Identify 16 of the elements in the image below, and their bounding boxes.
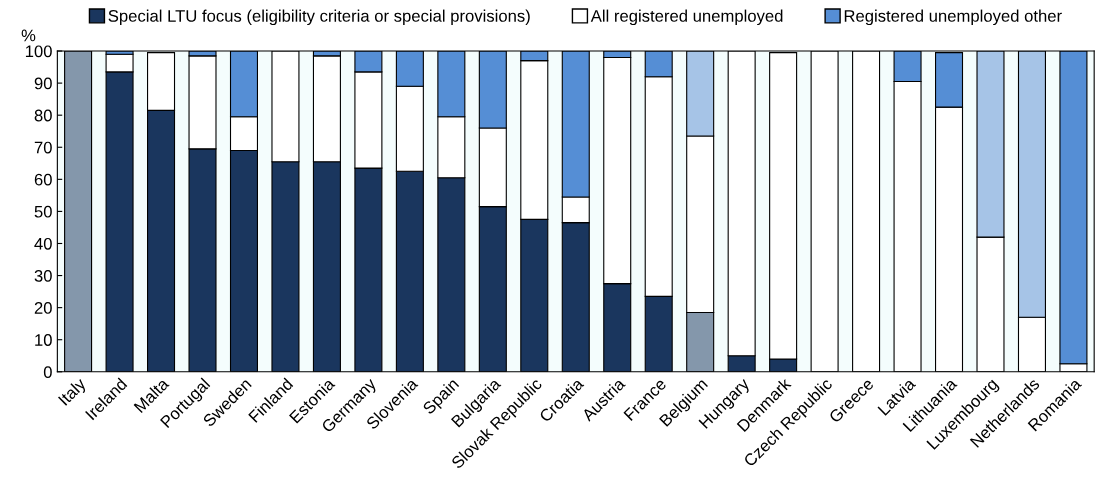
y-tick-label: 30 xyxy=(34,269,52,282)
y-tick-label: 40 xyxy=(34,237,52,250)
y-tick-label: 10 xyxy=(35,334,52,346)
x-tick-label: Italy xyxy=(57,376,90,409)
legend-label: Special LTU focus (eligibility criteria or special provisions) xyxy=(108,9,530,26)
y-axis-title: % xyxy=(21,29,36,42)
y-tick-label: 60 xyxy=(34,173,52,186)
y-tick-label: 20 xyxy=(34,302,52,314)
y-tick-label: 100 xyxy=(25,45,52,58)
legend-label: Registered unemployed other xyxy=(844,9,1062,26)
y-tick-label: 0 xyxy=(43,366,52,378)
y-tick-label: 90 xyxy=(34,77,52,90)
y-tick-label: 50 xyxy=(34,205,52,218)
y-tick-label: 80 xyxy=(34,109,52,122)
y-tick-label: 70 xyxy=(34,141,52,154)
legend-label: All registered unemployed xyxy=(590,9,783,26)
